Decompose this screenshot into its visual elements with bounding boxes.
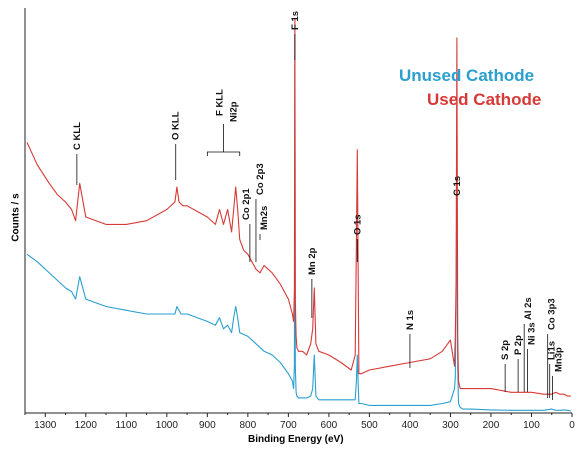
peak-label: N 1s: [405, 310, 416, 330]
plot-axes: [24, 8, 572, 414]
peak-label: C KLL: [72, 122, 83, 150]
x-tick-label: 800: [240, 420, 257, 431]
peak-label: P 2p: [513, 335, 524, 355]
peak-label: Co 2p1: [241, 188, 252, 220]
peak-label: F KLL: [215, 89, 226, 116]
peak-label: Mn3p: [554, 347, 565, 372]
y-axis-label: Counts / s: [10, 193, 22, 242]
x-tick-label: 200: [483, 420, 500, 431]
peak-label: Mn2s: [259, 206, 270, 230]
legend-used-cathode: Used Cathode: [427, 90, 542, 109]
series-unused-cathode: [26, 55, 571, 412]
peak-label: Ni2p: [229, 101, 240, 122]
x-tick-label: 1000: [156, 420, 179, 431]
peak-label: Al 2s: [523, 297, 534, 320]
x-tick-label: 100: [523, 420, 540, 431]
x-tick-label: 1300: [34, 420, 57, 431]
x-axis-ticks: 1300 1200 1100 1000 900 800 700 600 500 400 300 200…: [24, 413, 575, 431]
peak-label: Ni 3s: [526, 322, 537, 345]
peak-label: O 1s: [352, 214, 363, 235]
x-axis-label: Binding Energy (eV): [248, 434, 344, 445]
legend-unused-cathode: Unused Cathode: [399, 66, 535, 85]
x-tick-label: 300: [442, 420, 459, 431]
peak-label: F 1s: [290, 11, 301, 30]
annotation-bracket: [206, 151, 241, 156]
peak-label: S 2p: [500, 340, 511, 360]
x-tick-label: 1100: [116, 420, 138, 431]
x-tick-label: 700: [280, 420, 297, 431]
peak-label: Co 2p3: [255, 163, 266, 195]
x-tick-label: 0: [569, 420, 575, 431]
series-lines: [26, 18, 571, 412]
peak-label: Mn 2p: [307, 247, 318, 275]
x-tick-label: 400: [402, 420, 419, 431]
x-tick-label: 1200: [75, 420, 98, 431]
series-used-cathode: [26, 18, 571, 397]
peak-label: C 1s: [452, 176, 463, 196]
peak-label: O KLL: [171, 111, 182, 140]
peak-label: Li1s: [547, 341, 558, 360]
x-tick-label: 600: [321, 420, 338, 431]
peak-label: Co 3p3: [547, 298, 558, 330]
x-tick-label: 900: [199, 420, 216, 431]
x-tick-label: 500: [361, 420, 378, 431]
